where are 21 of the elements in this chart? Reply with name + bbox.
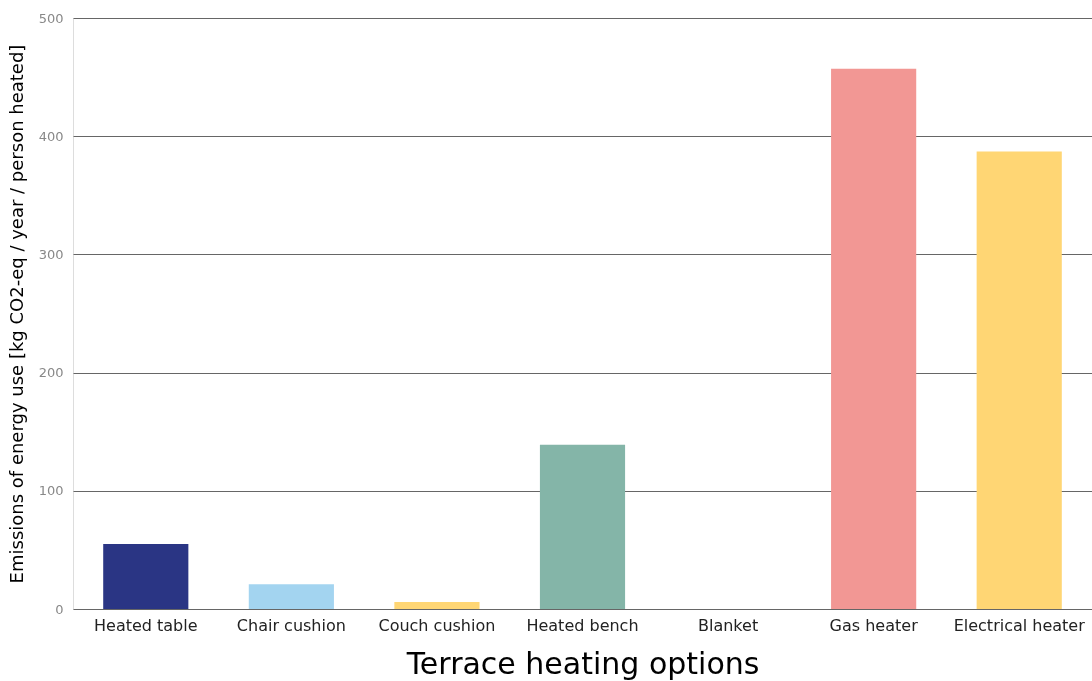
x-tick-label: Blanket (697, 615, 759, 635)
y-tick-label: 100 (38, 483, 64, 499)
x-tick-label: Couch cushion (378, 615, 496, 635)
y-tick-label: 500 (38, 10, 64, 26)
x-tick-label: Chair cushion (236, 615, 346, 635)
y-tick-label: 300 (38, 246, 64, 262)
y-axis-title: Emissions of energy use [kg CO2-eq / year / person heated] (5, 44, 27, 584)
x-tick-label: Heated table (94, 615, 198, 635)
bar (539, 444, 626, 609)
bar (103, 543, 189, 609)
x-tick-label: Electrical heater (953, 615, 1086, 635)
y-tick-label: 0 (55, 601, 64, 617)
x-tick-label: Heated bench (526, 615, 639, 635)
bar (394, 601, 480, 609)
x-axis-title: Terrace heating options (405, 645, 760, 681)
bar (831, 68, 917, 609)
y-tick-label: 400 (38, 128, 64, 144)
x-tick-label: Gas heater (829, 615, 919, 635)
bar (248, 584, 334, 609)
bar (976, 151, 1062, 609)
y-tick-label: 200 (38, 365, 64, 381)
